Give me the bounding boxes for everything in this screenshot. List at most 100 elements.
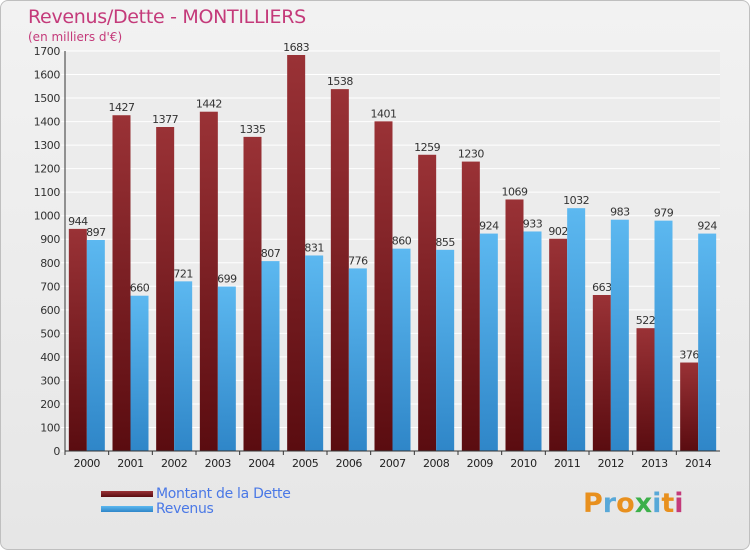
dette-bar <box>592 295 611 451</box>
y-tick-label: 1700 <box>34 45 61 58</box>
x-tick-label: 2004 <box>248 457 275 470</box>
revenus-bar <box>86 239 105 451</box>
plot-area: 0 100 200 300 400 500 600 700 800 900 1000 1100 1200… <box>34 41 720 470</box>
y-tick-label: 1400 <box>34 116 61 129</box>
revenus-bar <box>305 255 324 451</box>
x-tick-label: 2010 <box>510 457 537 470</box>
revenus-value-label: 721 <box>173 267 193 280</box>
revenus-value-label: 660 <box>130 282 150 295</box>
y-tick-label: 0 <box>53 445 60 458</box>
legend-swatch-revenus <box>101 506 153 512</box>
dette-value-label: 1401 <box>371 107 397 120</box>
revenus-bar <box>698 233 717 451</box>
revenus-value-label: 933 <box>523 217 543 230</box>
dette-value-label: 902 <box>548 225 568 238</box>
dette-value-label: 1069 <box>502 185 528 198</box>
legend-swatch-dette <box>101 491 153 497</box>
revenus-bar <box>348 268 367 451</box>
revenus-bar <box>392 248 411 451</box>
dette-bar <box>199 111 218 452</box>
x-tick-label: 2012 <box>598 457 624 470</box>
x-tick-label: 2009 <box>467 457 494 470</box>
chart-title: Revenus/Dette - MONTILLIERS <box>28 6 306 28</box>
dette-bar <box>461 161 480 451</box>
revenus-bar <box>567 208 586 451</box>
x-tick-label: 2000 <box>74 457 101 470</box>
x-tick-label: 2013 <box>641 457 668 470</box>
x-tick-label: 2002 <box>161 457 187 470</box>
revenus-bar <box>130 295 149 451</box>
dette-value-label: 1335 <box>240 123 266 136</box>
revenus-value-label: 1032 <box>563 194 589 207</box>
dette-bar <box>156 127 175 451</box>
revenus-value-label: 897 <box>86 226 106 239</box>
dette-value-label: 1377 <box>152 113 178 126</box>
y-tick-label: 100 <box>40 421 60 434</box>
y-tick-label: 300 <box>40 374 60 387</box>
y-tick-label: 1100 <box>34 186 61 199</box>
dette-value-label: 1442 <box>196 98 222 111</box>
y-tick-label: 500 <box>40 327 60 340</box>
x-tick-label: 2001 <box>117 457 143 470</box>
y-tick-label: 1300 <box>34 139 61 152</box>
dette-bar <box>418 154 437 451</box>
y-tick-label: 1500 <box>34 92 61 105</box>
x-tick-label: 2014 <box>685 457 712 470</box>
dette-bar <box>287 55 306 451</box>
chart-subtitle: (en milliers d'€) <box>28 30 123 44</box>
dette-bar <box>68 228 87 451</box>
revenus-value-label: 860 <box>392 235 412 248</box>
dette-bar <box>680 362 699 451</box>
revenus-value-label: 776 <box>348 254 368 267</box>
x-tick-label: 2005 <box>292 457 319 470</box>
dette-bar <box>330 89 349 451</box>
revenus-value-label: 699 <box>217 273 237 286</box>
dette-value-label: 376 <box>679 349 699 362</box>
y-tick-label: 600 <box>40 304 60 317</box>
x-tick-label: 2006 <box>336 457 363 470</box>
dette-value-label: 1259 <box>414 141 440 154</box>
y-tick-label: 700 <box>40 280 60 293</box>
revenus-value-label: 979 <box>654 207 674 220</box>
revenus-value-label: 855 <box>435 236 455 249</box>
revenus-value-label: 924 <box>697 220 717 233</box>
dette-bar <box>505 199 524 451</box>
revenus-bar <box>479 233 498 451</box>
revenus-bar <box>261 261 280 451</box>
x-tick-label: 2007 <box>379 457 406 470</box>
revenus-bar <box>523 231 542 451</box>
dette-bar <box>112 115 131 451</box>
dette-bar <box>243 136 262 451</box>
dette-value-label: 944 <box>68 215 88 228</box>
y-tick-label: 400 <box>40 351 60 364</box>
dette-value-label: 1538 <box>327 75 353 88</box>
y-tick-label: 1200 <box>34 163 61 176</box>
revenus-value-label: 807 <box>261 247 281 260</box>
y-tick-label: 1000 <box>34 210 61 223</box>
dette-value-label: 1230 <box>458 148 484 161</box>
dette-bar <box>374 121 393 452</box>
proxiti-logo: Proxiti <box>583 488 684 519</box>
dette-value-label: 1683 <box>283 41 309 54</box>
revenus-value-label: 983 <box>610 206 630 219</box>
revenus-bar <box>436 249 455 451</box>
legend-label-dette: Montant de la Dette <box>156 486 291 502</box>
revenus-bar <box>217 286 236 451</box>
dette-value-label: 522 <box>636 314 656 327</box>
y-tick-label: 200 <box>40 398 60 411</box>
dette-value-label: 663 <box>592 281 612 294</box>
legend-label-revenus: Revenus <box>156 501 214 517</box>
y-tick-label: 1600 <box>34 69 61 82</box>
revenus-bar <box>654 220 673 451</box>
x-tick-label: 2011 <box>554 457 580 470</box>
revenus-value-label: 924 <box>479 220 499 233</box>
y-tick-label: 900 <box>40 233 60 246</box>
x-tick-label: 2008 <box>423 457 450 470</box>
dette-bar <box>549 238 568 451</box>
revenus-value-label: 831 <box>304 241 324 254</box>
revenus-bar <box>610 219 629 451</box>
dette-bar <box>636 328 655 451</box>
x-tick-label: 2003 <box>205 457 232 470</box>
dette-value-label: 1427 <box>109 101 135 114</box>
